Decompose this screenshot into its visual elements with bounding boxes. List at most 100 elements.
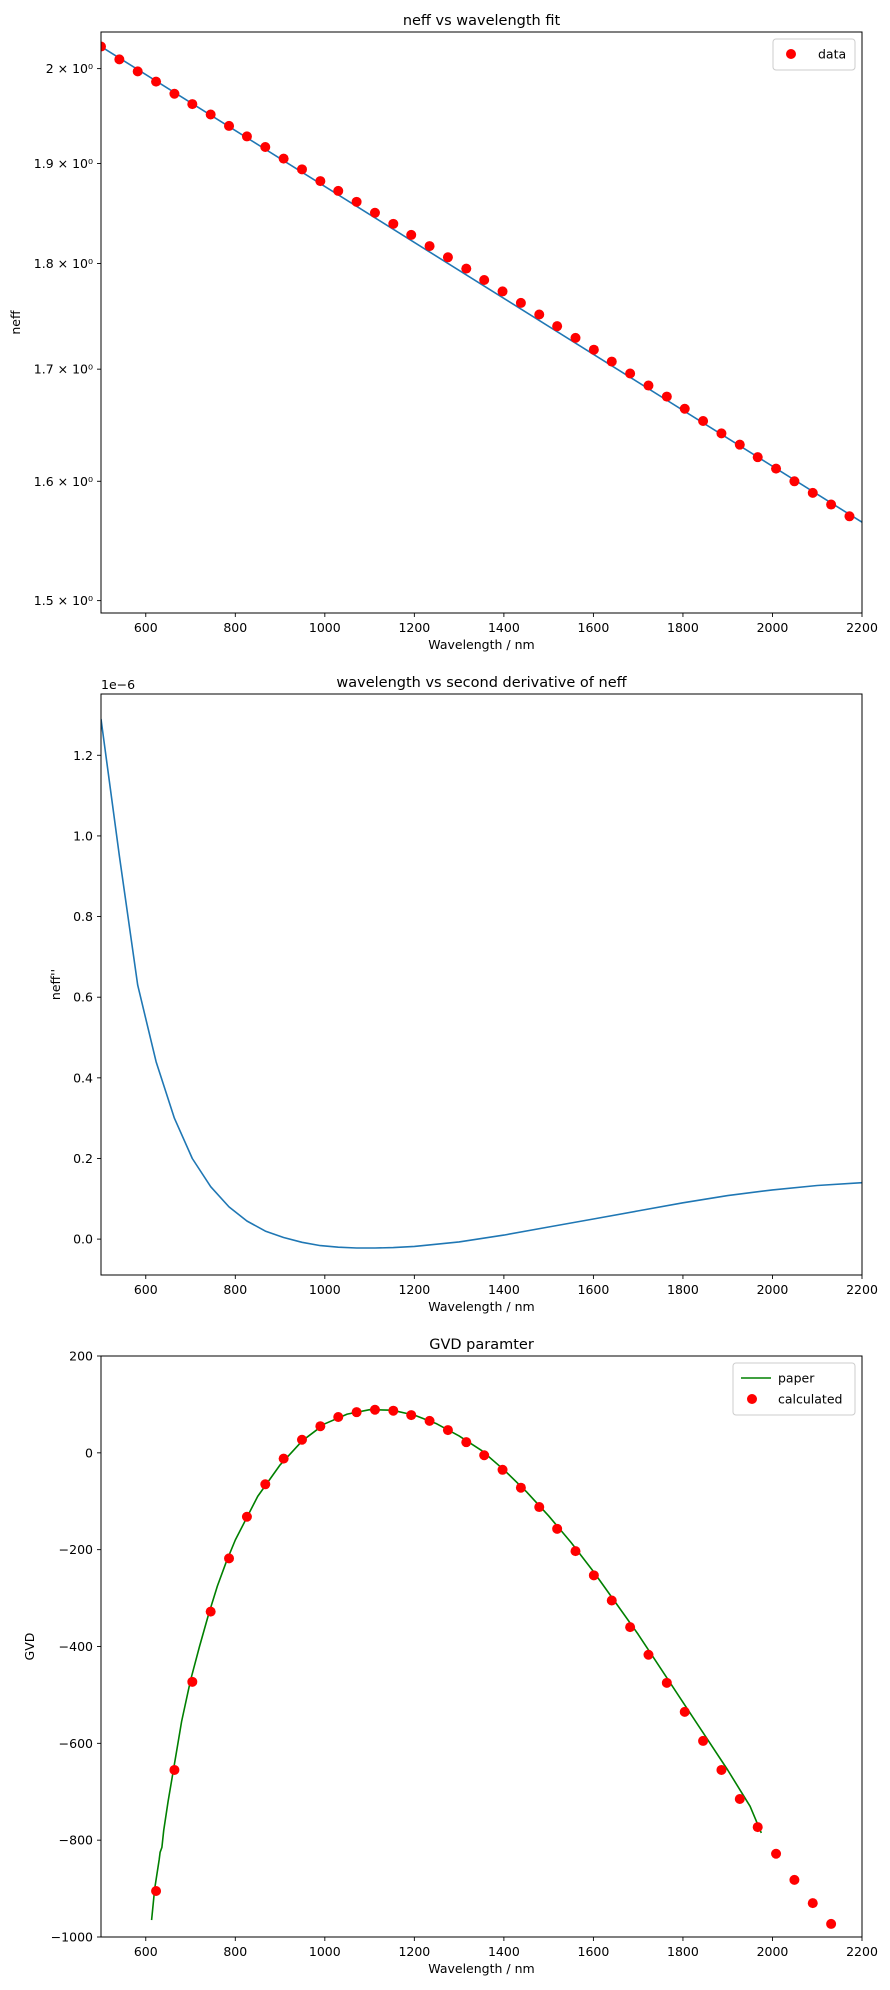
data-point [552, 321, 563, 332]
plot-area [150, 1404, 837, 1929]
x-axis-label: Wavelength / nm [428, 1299, 534, 1314]
data-point [151, 1886, 162, 1897]
y-tick-label: 1.6 × 10⁰ [34, 474, 93, 489]
y-axis-label: neff [8, 310, 23, 335]
y-tick-label: 0.0 [73, 1232, 93, 1247]
y-tick-label: 1.5 × 10⁰ [34, 593, 93, 608]
data-point [132, 66, 143, 77]
axes-frame [100, 31, 863, 614]
y-tick-label: −1000 [51, 1930, 93, 1945]
data-point [588, 344, 599, 355]
x-tick-label: 1000 [309, 1944, 341, 1959]
data-point [205, 1606, 216, 1617]
y-tick-label: −800 [59, 1833, 93, 1848]
legend-box [772, 38, 856, 71]
data-point [643, 380, 654, 391]
y-offset-label: 1e−6 [101, 677, 135, 692]
y-tick-label: 1.0 [73, 828, 93, 843]
data-point [570, 332, 581, 343]
data-point [643, 1649, 654, 1660]
data-point [296, 1434, 307, 1445]
data-point [771, 463, 782, 474]
series-line-neff [101, 718, 862, 1249]
legend-marker-icon [786, 49, 796, 59]
x-tick-label: 1000 [309, 1282, 341, 1297]
data-point [661, 391, 672, 402]
y-tick-label: 0.4 [73, 1070, 93, 1085]
data-point [844, 511, 855, 522]
legend-label: paper [778, 1371, 815, 1386]
series-points-data [101, 41, 855, 522]
y-tick-label: 0.8 [73, 909, 93, 924]
plot-area [101, 718, 862, 1249]
data-point [734, 1794, 745, 1805]
y-tick-label: 0.2 [73, 1151, 93, 1166]
data-point [826, 499, 837, 510]
data-point [151, 76, 162, 87]
data-point [625, 1622, 636, 1633]
data-point [789, 1874, 800, 1885]
x-tick-label: 1200 [398, 620, 430, 635]
y-tick-label: 1.9 × 10⁰ [34, 156, 93, 171]
y-tick-label: 1.2 [73, 748, 93, 763]
data-point [187, 99, 198, 110]
x-tick-label: 2000 [757, 620, 789, 635]
data-point [351, 196, 362, 207]
data-point [771, 1848, 782, 1859]
x-tick-label: 1800 [667, 1282, 699, 1297]
y-axis-label: neff'' [48, 969, 63, 1000]
x-tick-label: 800 [223, 1944, 247, 1959]
data-point [187, 1676, 198, 1687]
data-point [461, 263, 472, 274]
data-point [588, 1570, 599, 1581]
x-tick-label: 1200 [398, 1944, 430, 1959]
y-axis-label: GVD [22, 1633, 37, 1661]
x-tick-label: 2200 [846, 620, 878, 635]
x-tick-label: 1400 [488, 1282, 520, 1297]
y-tick-label: 0 [85, 1445, 93, 1460]
chart-1: neff vs wavelength fit 600 800 1000 1200 1400… [8, 13, 878, 652]
data-point [442, 1425, 453, 1436]
x-tick-label: 1400 [488, 620, 520, 635]
x-tick-label: 800 [223, 620, 247, 635]
data-point [351, 1407, 362, 1418]
plot-area [101, 41, 862, 523]
x-axis-label: Wavelength / nm [428, 637, 534, 652]
data-point [497, 1464, 508, 1475]
chart-title: GVD paramter [429, 1337, 534, 1353]
data-point [716, 1764, 727, 1775]
chart-title: neff vs wavelength fit [403, 13, 561, 29]
x-tick-label: 1800 [667, 620, 699, 635]
data-point [807, 487, 818, 498]
y-tick-label: −600 [59, 1736, 93, 1751]
data-point [406, 229, 417, 240]
data-point [260, 142, 271, 153]
data-point [752, 1822, 763, 1833]
data-point [260, 1479, 271, 1490]
data-point [679, 403, 690, 414]
x-tick-label: 1600 [578, 1282, 610, 1297]
data-point [826, 1918, 837, 1929]
y-tick-label: 2 × 10⁰ [46, 61, 93, 76]
series-line-paper [150, 1408, 763, 1921]
data-point [241, 131, 252, 142]
y-tick-label: 1.7 × 10⁰ [34, 362, 93, 377]
legend-label: data [818, 47, 846, 62]
y-tick-label: −400 [59, 1639, 93, 1654]
chart-3: GVD paramter 600 800 1000 1200 1400 1600 1800 20… [22, 1337, 878, 1976]
data-point [369, 1404, 380, 1415]
data-point [315, 176, 326, 187]
data-point [497, 286, 508, 297]
data-point [278, 153, 289, 164]
x-tick-label: 600 [134, 620, 158, 635]
data-point [406, 1410, 417, 1421]
data-point [224, 1553, 235, 1564]
x-tick-label: 2200 [846, 1282, 878, 1297]
legend: paper calculated [732, 1362, 856, 1416]
data-point [789, 476, 800, 487]
data-point [807, 1898, 818, 1909]
legend-box [732, 1362, 856, 1416]
data-point [625, 368, 636, 379]
data-point [534, 1502, 545, 1513]
